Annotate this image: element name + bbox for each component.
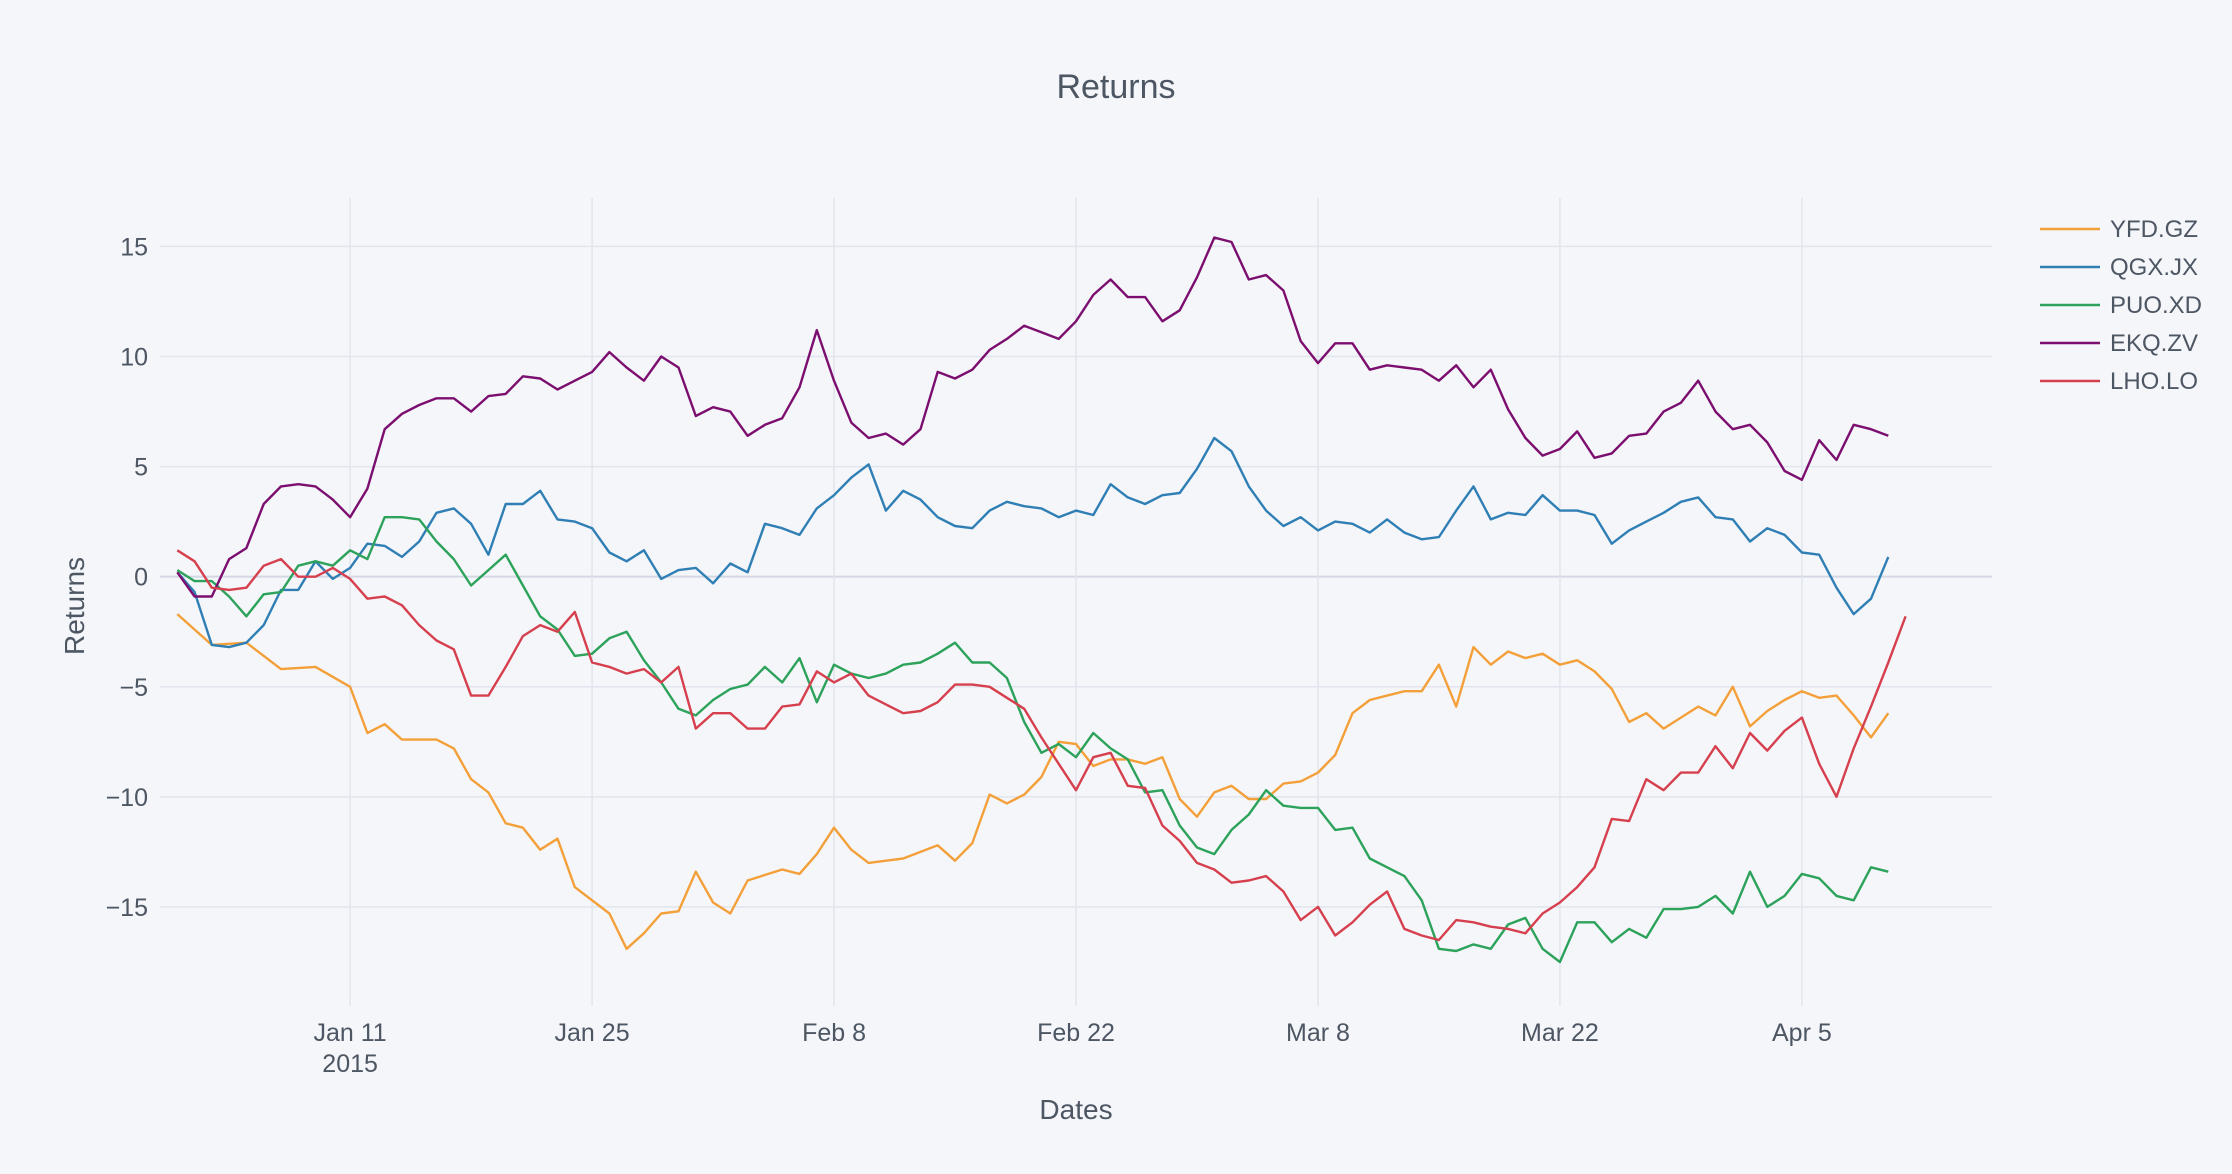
legend-label: EKQ.ZV (2110, 330, 2198, 357)
x-axis-ticks: Jan 11 2015 Jan 25 Feb 8 Feb 22 Mar 8 Mar 22 Ap… (314, 1019, 1832, 1078)
series-line-lho-lo (176, 549, 1907, 942)
legend[interactable]: YFD.GZ QGX.JX PUO.XD EKQ.ZV LHO.LO (2040, 216, 2202, 395)
y-tick-label: 5 (134, 454, 148, 482)
x-tick-label: Mar 8 (1286, 1019, 1350, 1047)
legend-item-puo-xd[interactable]: PUO.XD (2040, 292, 2202, 319)
legend-label: LHO.LO (2110, 368, 2198, 395)
series-line-qgx-jx (176, 436, 1890, 649)
x-tick-sublabel: 2015 (322, 1050, 378, 1078)
legend-label: YFD.GZ (2110, 216, 2198, 243)
series-line-yfd-gz (176, 613, 1890, 950)
y-tick-label: −15 (106, 894, 148, 922)
y-axis-title: Returns (59, 557, 90, 655)
y-tick-label: −5 (119, 674, 148, 702)
grid-lines (160, 198, 1992, 1006)
legend-item-lho-lo[interactable]: LHO.LO (2040, 368, 2198, 395)
x-tick-label: Jan 11 (314, 1019, 387, 1047)
series-line-puo-xd (176, 516, 1889, 964)
legend-item-qgx-jx[interactable]: QGX.JX (2040, 254, 2198, 281)
chart-title: Returns (1056, 68, 1175, 106)
y-tick-label: −10 (106, 784, 148, 812)
series-line-ekq-zv (176, 236, 1889, 598)
x-tick-label: Jan 25 (555, 1019, 630, 1047)
legend-label: PUO.XD (2110, 292, 2202, 319)
y-tick-label: 10 (120, 344, 148, 372)
series-lines (176, 236, 1907, 964)
y-axis-ticks: 15 10 5 0 −5 −10 −15 (106, 233, 148, 921)
x-tick-label: Mar 22 (1521, 1019, 1599, 1047)
x-axis-title: Dates (1039, 1094, 1112, 1125)
legend-label: QGX.JX (2110, 254, 2198, 281)
legend-item-ekq-zv[interactable]: EKQ.ZV (2040, 330, 2198, 357)
legend-item-yfd-gz[interactable]: YFD.GZ (2040, 216, 2198, 243)
y-tick-label: 15 (120, 233, 148, 261)
x-tick-label: Feb 8 (802, 1019, 866, 1047)
x-tick-label: Feb 22 (1037, 1019, 1115, 1047)
x-tick-label: Apr 5 (1772, 1019, 1832, 1047)
y-tick-label: 0 (134, 564, 148, 592)
